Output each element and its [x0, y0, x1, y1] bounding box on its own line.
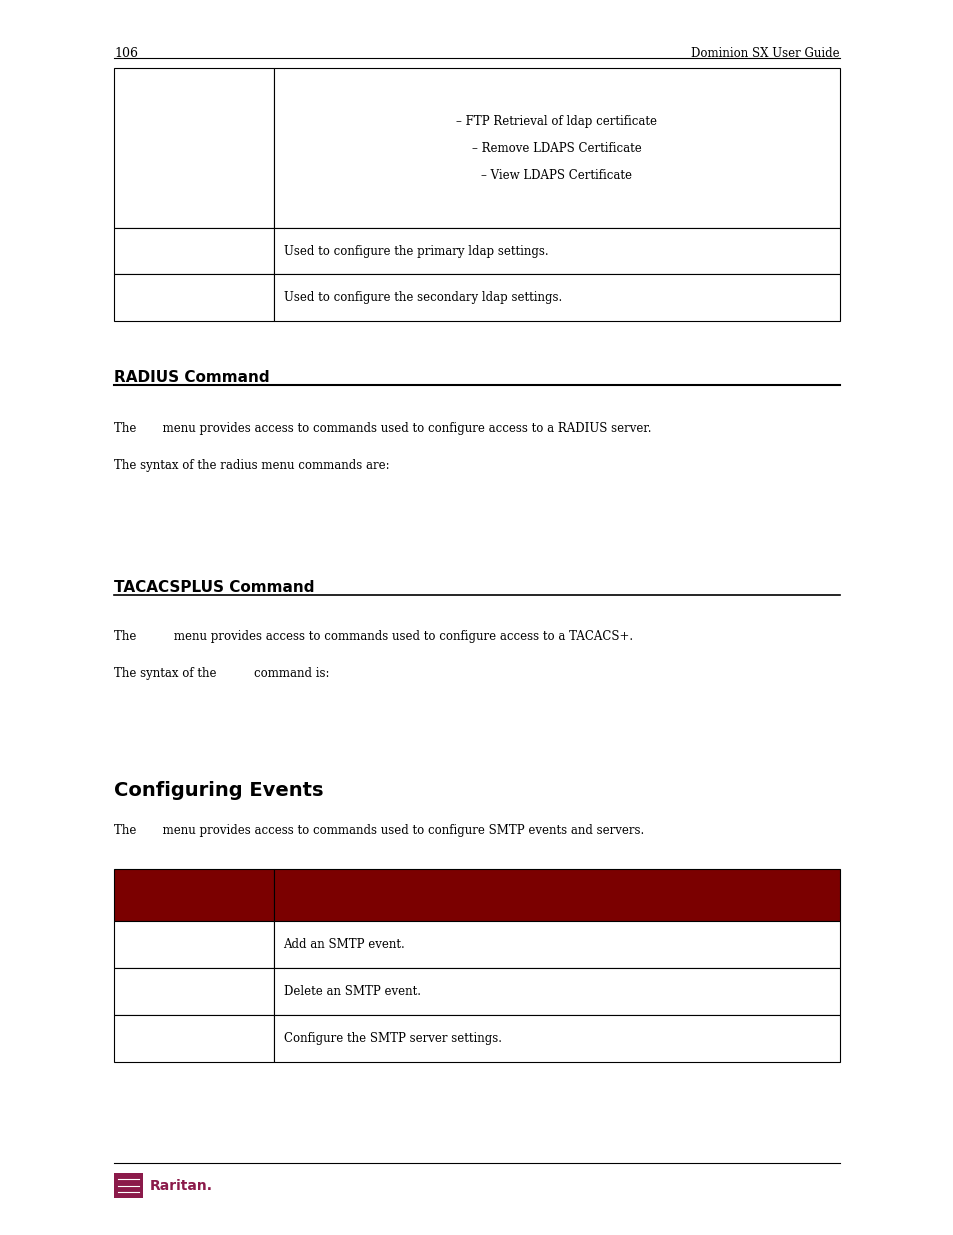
Text: – FTP Retrieval of ldap certificate: – FTP Retrieval of ldap certificate: [456, 115, 657, 127]
Bar: [274, 921, 839, 968]
Text: Delete an SMTP event.: Delete an SMTP event.: [283, 986, 420, 998]
Text: – View LDAPS Certificate: – View LDAPS Certificate: [480, 169, 632, 182]
Bar: [274, 228, 839, 274]
Text: 106: 106: [114, 47, 138, 61]
Bar: [114, 68, 274, 228]
Bar: [274, 1015, 839, 1062]
Text: The       menu provides access to commands used to configure SMTP events and ser: The menu provides access to commands use…: [114, 824, 644, 837]
Text: The       menu provides access to commands used to configure access to a RADIUS : The menu provides access to commands use…: [114, 422, 651, 436]
Bar: [114, 968, 274, 1015]
Bar: [274, 274, 839, 321]
Text: Configure the SMTP server settings.: Configure the SMTP server settings.: [283, 1032, 501, 1045]
Bar: [274, 869, 839, 921]
Text: The syntax of the radius menu commands are:: The syntax of the radius menu commands a…: [114, 459, 390, 473]
Text: Used to configure the primary ldap settings.: Used to configure the primary ldap setti…: [283, 245, 548, 258]
Bar: [114, 1173, 143, 1198]
Text: Raritan.: Raritan.: [150, 1178, 213, 1193]
Text: Used to configure the secondary ldap settings.: Used to configure the secondary ldap set…: [283, 291, 561, 304]
Bar: [114, 869, 274, 921]
Bar: [114, 228, 274, 274]
Text: TACACSPLUS Command: TACACSPLUS Command: [114, 580, 314, 595]
Text: RADIUS Command: RADIUS Command: [114, 370, 270, 385]
Text: The syntax of the          command is:: The syntax of the command is:: [114, 667, 330, 680]
Bar: [114, 921, 274, 968]
Text: Configuring Events: Configuring Events: [114, 781, 324, 799]
Bar: [114, 1015, 274, 1062]
Bar: [274, 968, 839, 1015]
Text: The          menu provides access to commands used to configure access to a TACA: The menu provides access to commands use…: [114, 630, 633, 643]
Text: – Remove LDAPS Certificate: – Remove LDAPS Certificate: [472, 142, 641, 154]
Text: Dominion SX User Guide: Dominion SX User Guide: [690, 47, 839, 61]
Text: Add an SMTP event.: Add an SMTP event.: [283, 939, 405, 951]
Bar: [114, 274, 274, 321]
Bar: [274, 68, 839, 228]
